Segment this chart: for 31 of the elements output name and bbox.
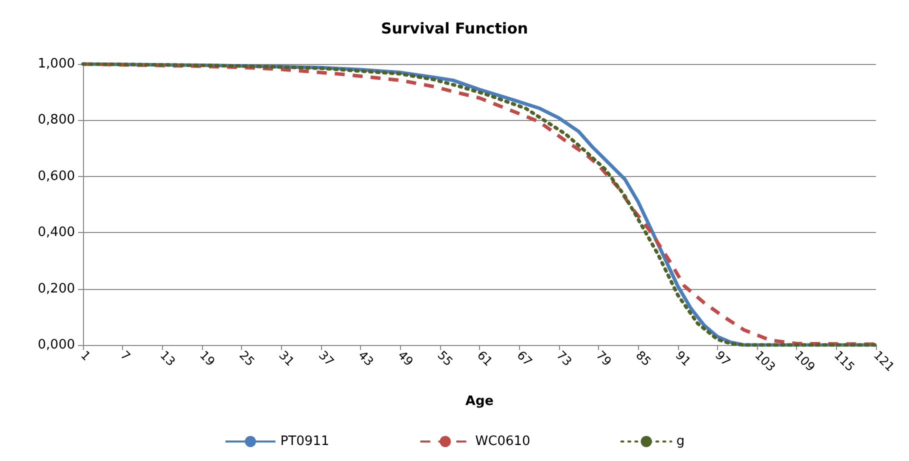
- x-tick-label: 55: [434, 348, 456, 369]
- x-tick-label: 7: [118, 348, 133, 364]
- x-tick-label: 67: [514, 348, 535, 369]
- y-tick-label: 0,200: [38, 281, 75, 296]
- x-tick-label: 13: [157, 348, 178, 369]
- y-tick-label: 0,600: [38, 168, 75, 184]
- x-tick-label: 103: [752, 348, 778, 374]
- legend-label: g: [676, 434, 685, 449]
- x-tick-label: 109: [792, 348, 818, 374]
- chart-title: Survival Function: [380, 20, 528, 38]
- x-tick-label: 31: [276, 348, 297, 369]
- x-tick-label: 1: [78, 348, 94, 364]
- x-tick-label: 19: [197, 348, 218, 369]
- legend-label: WC0610: [475, 434, 530, 449]
- y-tick-label: 1,000: [38, 56, 75, 72]
- x-tick-label: 97: [712, 348, 734, 369]
- y-tick-label: 0,000: [38, 338, 75, 352]
- x-tick-label: 61: [474, 348, 496, 369]
- legend-label: PT0911: [280, 434, 330, 449]
- x-tick-label: 49: [395, 348, 416, 369]
- x-tick-label: 73: [554, 348, 575, 369]
- x-tick-label: 115: [831, 348, 858, 374]
- x-tick-label: 25: [236, 348, 258, 369]
- y-tick-label: 0,400: [38, 225, 75, 240]
- x-tick-label: 37: [316, 348, 337, 369]
- x-tick-label: 91: [672, 348, 694, 369]
- x-tick-label: 85: [633, 348, 654, 369]
- x-tick-label: 79: [594, 348, 614, 369]
- x-axis-title: Age: [465, 394, 494, 409]
- x-tick-label: 43: [356, 348, 376, 369]
- y-tick-label: 0,800: [38, 112, 75, 128]
